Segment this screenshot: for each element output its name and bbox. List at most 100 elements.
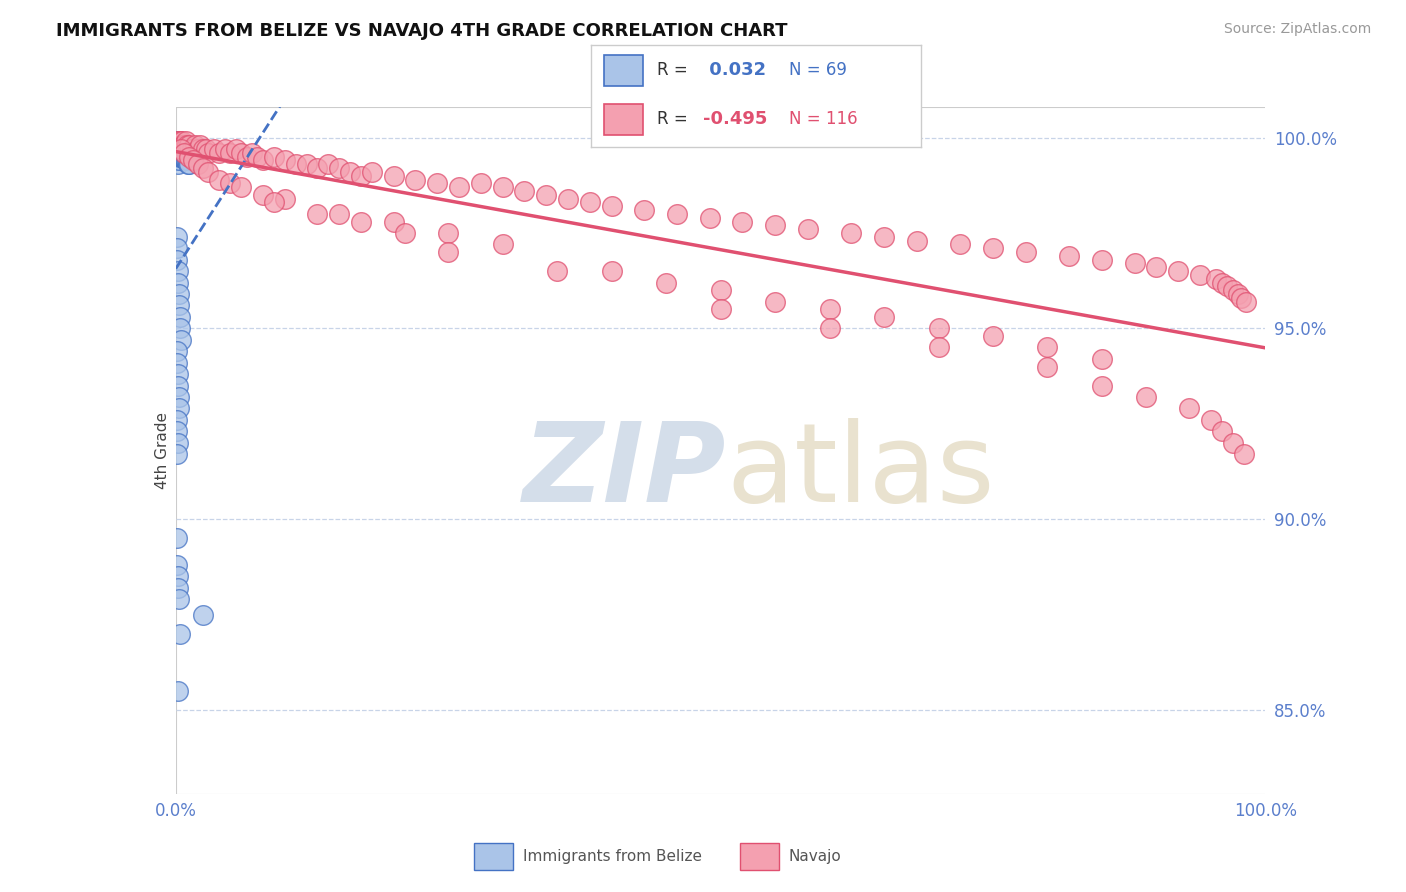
Point [172,145,194,160]
Point [318,157,340,171]
Point [246,150,269,164]
Point [176,138,198,153]
Point [202,142,225,156]
Point [1234,294,1257,309]
Point [328,161,350,175]
Point [382,214,405,228]
Point [1036,359,1059,374]
Point [169,626,191,640]
Point [172,135,194,149]
Point [1091,351,1114,366]
Point [167,153,190,168]
Point [1232,447,1256,461]
Point [170,142,193,156]
Point [169,138,191,153]
Point [841,226,863,240]
Point [426,177,449,191]
Point [169,135,191,149]
Point [167,390,190,404]
Point [167,276,190,290]
Y-axis label: 4th Grade: 4th Grade [155,412,170,489]
Point [167,135,190,149]
Text: N = 116: N = 116 [789,111,858,128]
Point [263,195,285,210]
Point [167,138,190,153]
Point [167,264,190,278]
Point [167,150,190,164]
Point [1144,260,1167,275]
Point [763,294,786,309]
Point [172,145,194,160]
Point [981,241,1004,255]
Point [350,214,373,228]
Point [167,401,190,416]
Point [274,192,297,206]
Point [252,187,274,202]
Point [252,153,274,168]
Point [1091,378,1114,392]
Point [633,203,655,218]
Point [1199,413,1222,427]
Bar [603,104,644,135]
Point [796,222,818,236]
Point [166,344,188,359]
Point [166,142,188,156]
Point [167,581,190,595]
Point [174,145,197,160]
Point [360,165,382,179]
Point [172,138,194,153]
Point [1167,264,1189,278]
Point [166,138,188,153]
Point [177,157,200,171]
Point [1205,271,1227,285]
Point [655,276,678,290]
Point [492,180,515,194]
Point [170,138,193,153]
Point [513,184,536,198]
Point [240,145,263,160]
Point [186,157,209,171]
Point [600,264,623,278]
Point [167,145,190,160]
Point [1211,276,1233,290]
Point [1189,268,1212,282]
Point [167,135,190,149]
Point [307,161,329,175]
Point [166,425,188,439]
Point [1057,249,1080,263]
Point [873,310,896,324]
Point [169,310,191,324]
Point [177,157,200,171]
Text: -0.495: -0.495 [703,111,768,128]
Point [166,558,188,572]
Point [186,142,209,156]
Point [166,138,188,153]
Point [219,177,242,191]
Point [197,165,219,179]
Point [699,211,721,225]
Point [274,153,297,168]
Point [167,378,190,392]
Point [1091,252,1114,267]
Point [284,157,307,171]
Point [731,214,754,228]
Point [166,142,188,156]
Point [176,153,198,168]
Point [172,150,194,164]
Point [167,138,190,153]
Point [167,135,190,149]
Point [167,135,190,149]
Point [1036,341,1059,355]
Point [394,226,416,240]
Point [167,592,190,607]
Point [235,150,257,164]
Point [176,150,198,164]
Text: atlas: atlas [725,417,994,524]
Point [710,302,733,317]
Point [173,145,195,160]
Point [447,180,470,194]
Point [710,283,733,297]
Point [177,150,200,164]
Text: Navajo: Navajo [789,849,842,863]
Point [981,329,1004,343]
